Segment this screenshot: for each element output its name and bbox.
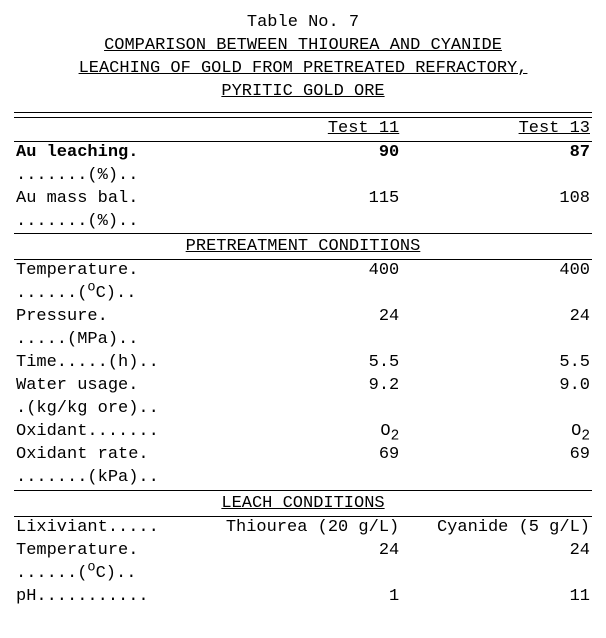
label-leach-ph: pH........... [14,586,211,609]
row-pretreat-temperature: Temperature. 400 400 [14,260,592,283]
unit-leach-temperature: ......(oC).. [14,563,211,586]
row-au-mass-bal-unit: .......(%).. [14,211,592,234]
unit-pretreat-pressure: .....(MPa).. [14,329,211,352]
leach-temperature-t11: 24 [211,540,402,563]
au-leaching-t11: 90 [211,141,402,164]
label-pretreat-temperature: Temperature. [14,260,211,283]
row-pretreat-water: Water usage. 9.2 9.0 [14,375,592,398]
header-blank [14,117,211,141]
table-number: Table No. 7 [14,12,592,35]
row-pretreat-pressure: Pressure. 24 24 [14,306,592,329]
label-pretreat-oxidant: Oxidant....... [14,421,211,444]
pretreat-oxidant-rate-t11: 69 [211,444,402,467]
pretreat-oxidant-t13: O2 [401,421,592,444]
label-pretreat-oxidant-rate: Oxidant rate. [14,444,211,467]
au-mass-bal-t13: 108 [401,188,592,211]
column-header-row: Test 11 Test 13 [14,117,592,141]
au-leaching-t13: 87 [401,141,592,164]
row-au-mass-bal: Au mass bal. 115 108 [14,188,592,211]
pretreat-water-t11: 9.2 [211,375,402,398]
row-leach-temperature: Temperature. 24 24 [14,540,592,563]
leach-ph-t11: 1 [211,586,402,609]
label-leach-lixiviant: Lixiviant..... [14,516,211,539]
pretreat-heading: PRETREATMENT CONDITIONS [14,234,592,260]
label-au-leaching: Au leaching. [14,141,211,164]
unit-pretreat-water: .(kg/kg ore).. [14,398,211,421]
pretreat-time-t11: 5.5 [211,352,402,375]
row-leach-temperature-unit: ......(oC).. [14,563,592,586]
pretreat-pressure-t13: 24 [401,306,592,329]
title-line-2: LEACHING OF GOLD FROM PRETREATED REFRACT… [79,59,528,78]
comparison-table: Test 11 Test 13 Au leaching. 90 87 .....… [14,112,592,609]
row-pretreat-oxidant: Oxidant....... O2 O2 [14,421,592,444]
title-line-1: COMPARISON BETWEEN THIOUREA AND CYANIDE [104,36,502,55]
pretreat-oxidant-t11: O2 [211,421,402,444]
label-leach-temperature: Temperature. [14,540,211,563]
row-pretreat-pressure-unit: .....(MPa).. [14,329,592,352]
unit-pretreat-temperature: ......(oC).. [14,283,211,306]
pretreat-water-t13: 9.0 [401,375,592,398]
header-test11: Test 11 [211,117,402,141]
row-leach-heading: LEACH CONDITIONS [14,490,592,516]
row-au-leaching: Au leaching. 90 87 [14,141,592,164]
row-pretreat-oxidant-rate: Oxidant rate. 69 69 [14,444,592,467]
pretreat-temperature-t11: 400 [211,260,402,283]
unit-pretreat-oxidant-rate: .......(kPa).. [14,467,211,490]
pretreat-oxidant-rate-t13: 69 [401,444,592,467]
header-test13: Test 13 [401,117,592,141]
label-pretreat-water: Water usage. [14,375,211,398]
unit-au-leaching: .......(%).. [14,165,211,188]
row-pretreat-time: Time.....(h).. 5.5 5.5 [14,352,592,375]
row-au-leaching-unit: .......(%).. [14,165,592,188]
label-pretreat-time: Time.....(h).. [14,352,211,375]
table-caption: Table No. 7 COMPARISON BETWEEN THIOUREA … [14,12,592,104]
au-mass-bal-t11: 115 [211,188,402,211]
pretreat-pressure-t11: 24 [211,306,402,329]
row-pretreat-heading: PRETREATMENT CONDITIONS [14,234,592,260]
unit-au-mass-bal: .......(%).. [14,211,211,234]
row-pretreat-water-unit: .(kg/kg ore).. [14,398,592,421]
row-leach-ph: pH........... 1 11 [14,586,592,609]
row-pretreat-temperature-unit: ......(oC).. [14,283,592,306]
leach-lixiviant-t13: Cyanide (5 g/L) [401,516,592,539]
row-leach-lixiviant: Lixiviant..... Thiourea (20 g/L) Cyanide… [14,516,592,539]
title-line-3: PYRITIC GOLD ORE [221,82,384,101]
row-pretreat-oxidant-rate-unit: .......(kPa).. [14,467,592,490]
pretreat-temperature-t13: 400 [401,260,592,283]
leach-temperature-t13: 24 [401,540,592,563]
leach-ph-t13: 11 [401,586,592,609]
leach-heading: LEACH CONDITIONS [14,490,592,516]
label-pretreat-pressure: Pressure. [14,306,211,329]
leach-lixiviant-t11: Thiourea (20 g/L) [211,516,402,539]
pretreat-time-t13: 5.5 [401,352,592,375]
label-au-mass-bal: Au mass bal. [14,188,211,211]
